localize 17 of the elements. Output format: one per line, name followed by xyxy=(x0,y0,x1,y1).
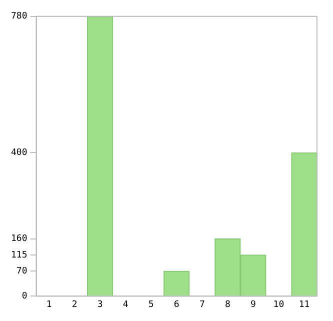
y-tick-label: 400 xyxy=(10,148,28,158)
y-tick-label: 70 xyxy=(16,266,28,276)
x-tick-label: 9 xyxy=(250,300,256,310)
y-tick-label: 115 xyxy=(10,250,28,260)
x-tick-label: 4 xyxy=(122,300,128,310)
x-tick-label: 11 xyxy=(298,300,310,310)
x-tick-label: 5 xyxy=(148,300,154,310)
y-tick-label: 0 xyxy=(22,292,28,302)
x-tick-label: 10 xyxy=(273,300,284,310)
x-tick-label: 1 xyxy=(46,300,52,310)
x-tick-label: 6 xyxy=(174,300,180,310)
x-tick-label: 3 xyxy=(97,300,103,310)
x-tick-label: 7 xyxy=(199,300,205,310)
x-tick-label: 8 xyxy=(224,300,230,310)
x-tick-label: 2 xyxy=(72,300,78,310)
y-tick-label: 160 xyxy=(10,234,28,244)
y-tick-label: 780 xyxy=(10,12,28,22)
